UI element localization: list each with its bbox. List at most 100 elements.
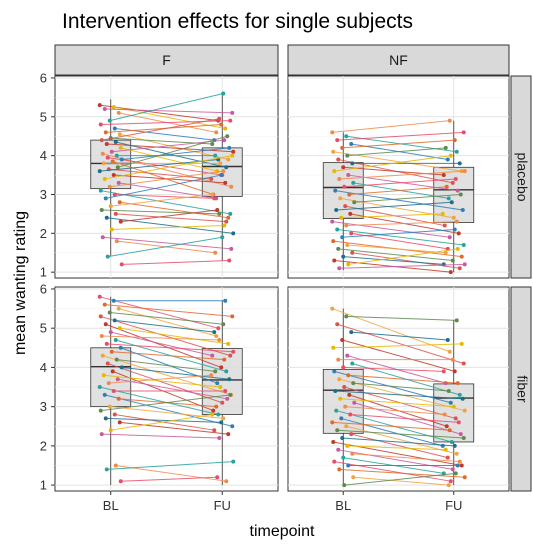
subject-point-BL <box>350 451 355 456</box>
subject-point-BL <box>109 349 114 354</box>
subject-point-BL <box>116 396 121 401</box>
subject-point-BL <box>351 381 356 386</box>
subject-point-FU <box>441 173 446 178</box>
subject-point-FU <box>457 266 462 271</box>
subject-line <box>351 433 448 459</box>
subject-line <box>110 193 213 207</box>
subject-line <box>101 209 220 215</box>
subject-point-FU <box>458 192 463 197</box>
subject-point-BL <box>351 180 356 185</box>
subject-line <box>352 252 460 269</box>
subject-point-BL <box>104 141 109 146</box>
subject-point-BL <box>337 176 342 181</box>
subject-line <box>345 406 445 415</box>
subject-line <box>348 374 458 384</box>
subject-line <box>110 331 213 357</box>
subject-point-BL <box>97 294 102 299</box>
subject-line <box>108 168 212 180</box>
subject-line <box>338 449 453 470</box>
subject-point-BL <box>351 475 356 480</box>
subject-point-BL <box>344 314 349 319</box>
subject-point-BL <box>340 235 345 240</box>
subject-point-BL <box>119 262 124 267</box>
subject-line <box>119 327 229 345</box>
subject-point-FU <box>226 341 231 346</box>
subject-point-FU <box>224 165 229 170</box>
subject-point-FU <box>449 439 454 444</box>
subject-point-BL <box>343 404 348 409</box>
subject-line <box>350 414 459 423</box>
subject-point-FU <box>443 250 448 255</box>
subject-point-FU <box>460 208 465 213</box>
subject-point-FU <box>447 349 452 354</box>
subject-line <box>333 343 462 349</box>
subject-point-FU <box>448 400 453 405</box>
subject-point-FU <box>221 322 226 327</box>
subject-point-BL <box>100 353 105 358</box>
subject-line <box>337 323 464 364</box>
subject-point-FU <box>219 365 224 370</box>
subject-line <box>105 417 222 423</box>
subject-line <box>120 209 218 223</box>
subject-point-FU <box>441 369 446 374</box>
subject-line <box>121 260 230 265</box>
subject-point-FU <box>461 436 466 441</box>
subject-point-FU <box>230 314 235 319</box>
subject-point-FU <box>450 180 455 185</box>
subject-point-BL <box>113 337 118 342</box>
subject-point-FU <box>448 479 453 484</box>
subject-point-BL <box>109 149 114 154</box>
subject-point-FU <box>444 424 449 429</box>
subject-point-BL <box>99 208 104 213</box>
subject-point-FU <box>212 428 217 433</box>
subject-line <box>114 193 215 199</box>
subject-point-FU <box>224 369 229 374</box>
subject-point-FU <box>456 420 461 425</box>
subject-point-FU <box>228 118 233 123</box>
subject-point-FU <box>231 149 236 154</box>
strip-row-fiber <box>510 286 532 492</box>
subject-point-BL <box>333 388 338 393</box>
subject-point-FU <box>451 215 456 220</box>
subject-point-BL <box>341 165 346 170</box>
chart-title: Intervention effects for single subjects <box>62 10 413 33</box>
subject-point-FU <box>461 361 466 366</box>
subject-point-BL <box>336 246 341 251</box>
subject-point-BL <box>345 153 350 158</box>
subject-point-BL <box>97 385 102 390</box>
subject-point-BL <box>346 173 351 178</box>
subject-point-BL <box>110 159 115 164</box>
strip-column-NF <box>287 44 510 76</box>
y-tick-label: 4 <box>40 148 47 163</box>
subject-line <box>353 382 449 392</box>
subject-point-FU <box>449 200 454 205</box>
subject-point-BL <box>98 314 103 319</box>
subject-point-BL <box>103 322 108 327</box>
subject-point-BL <box>114 357 119 362</box>
subject-point-FU <box>223 126 228 131</box>
subject-point-FU <box>459 341 464 346</box>
subject-point-FU <box>215 381 220 386</box>
subject-point-FU <box>221 91 226 96</box>
strip-label-F: F <box>162 52 171 68</box>
strip-label-fiber: fiber <box>514 375 530 403</box>
y-tick-label: 3 <box>40 187 47 202</box>
subject-point-BL <box>111 388 116 393</box>
subject-point-BL <box>102 107 107 112</box>
subject-line <box>100 315 231 357</box>
subject-point-BL <box>97 169 102 174</box>
subject-point-BL <box>344 424 349 429</box>
panel-F_fiber: 1 2 3 4 5 6 BL FU <box>40 281 279 513</box>
subject-line <box>104 155 233 180</box>
subject-line <box>102 355 232 396</box>
subject-point-FU <box>227 145 232 150</box>
subject-point-BL <box>101 161 106 166</box>
subject-point-BL <box>336 157 341 162</box>
subject-point-BL <box>342 483 347 488</box>
subject-point-BL <box>102 392 107 397</box>
subject-point-FU <box>221 169 226 174</box>
subject-point-BL <box>100 235 105 240</box>
subject-line <box>106 343 234 353</box>
subject-line <box>339 263 465 269</box>
subject-point-FU <box>452 369 457 374</box>
